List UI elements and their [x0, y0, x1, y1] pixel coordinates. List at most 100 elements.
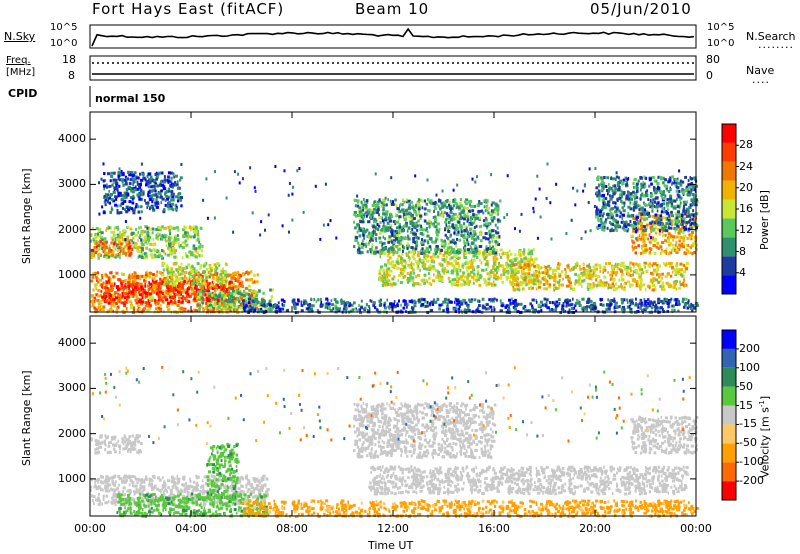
heatmap-cell	[281, 302, 283, 306]
heatmap-cell	[454, 297, 457, 301]
heatmap-cell	[424, 207, 427, 211]
heatmap-cell	[677, 272, 681, 275]
heatmap-cell	[659, 251, 662, 255]
heatmap-cell	[103, 237, 106, 241]
heatmap-cell	[413, 222, 417, 226]
heatmap-cell	[683, 275, 685, 279]
heatmap-cell	[171, 301, 176, 305]
heatmap-cell	[485, 205, 488, 209]
heatmap-cell	[213, 291, 216, 295]
heatmap-cell	[384, 283, 388, 287]
heatmap-cell	[435, 247, 439, 251]
heatmap-cell	[555, 286, 559, 290]
heatmap-cell	[121, 279, 125, 283]
heatmap-cell	[468, 260, 472, 264]
heatmap-cell	[185, 281, 188, 285]
heatmap-cell	[94, 233, 98, 236]
heatmap-cell	[369, 299, 371, 303]
heatmap-cell	[387, 198, 389, 202]
heatmap-cell	[449, 240, 452, 244]
heatmap-cell	[572, 266, 574, 270]
heatmap-cell	[157, 232, 159, 236]
heatmap-cell	[160, 255, 163, 258]
heatmap-cell	[365, 303, 368, 307]
heatmap-cell	[211, 293, 214, 297]
heatmap-cell	[156, 270, 158, 274]
heatmap-cell	[533, 278, 536, 282]
heatmap-cell	[658, 306, 662, 310]
heatmap-cell	[406, 271, 409, 275]
heatmap-cell	[476, 204, 480, 208]
heatmap-cell	[173, 226, 176, 230]
heatmap-cell	[160, 303, 162, 307]
heatmap-cell	[558, 286, 561, 290]
heatmap-cell	[107, 298, 111, 302]
heatmap-cell	[460, 283, 463, 287]
heatmap-cell	[426, 300, 429, 304]
heatmap-cell	[270, 298, 273, 302]
heatmap-cell	[488, 298, 492, 302]
heatmap-cell	[328, 306, 331, 310]
heatmap-cell	[434, 220, 437, 224]
heatmap-cell	[659, 306, 663, 310]
heatmap-cell	[119, 295, 121, 299]
heatmap-cell	[468, 280, 472, 283]
heatmap-cell	[695, 248, 698, 252]
heatmap-cell	[652, 277, 656, 281]
heatmap-cell	[375, 209, 378, 212]
heatmap-cell	[99, 305, 102, 309]
heatmap-cell	[677, 309, 680, 313]
heatmap-cell	[477, 299, 479, 303]
heatmap-cell	[446, 305, 449, 309]
heatmap-cell	[497, 242, 501, 246]
heatmap-cell	[134, 288, 137, 292]
heatmap-cell	[514, 258, 517, 262]
heatmap-cell	[415, 235, 417, 239]
heatmap-cell	[270, 295, 273, 299]
heatmap-cell	[114, 292, 117, 295]
heatmap-cell	[143, 238, 145, 242]
heatmap-cell	[466, 303, 470, 307]
heatmap-cell	[366, 206, 368, 210]
heatmap-cell	[197, 245, 201, 249]
heatmap-cell	[222, 283, 226, 287]
heatmap-cell	[404, 274, 407, 278]
heatmap-cell	[439, 207, 442, 211]
heatmap-cell	[450, 269, 455, 273]
heatmap-cell	[608, 300, 612, 304]
heatmap-cell	[360, 251, 364, 255]
heatmap-cell	[459, 275, 463, 279]
heatmap-cell	[161, 296, 165, 300]
heatmap-cell	[445, 307, 450, 311]
heatmap-cell	[463, 214, 466, 218]
heatmap-cell	[100, 290, 103, 293]
heatmap-cell	[405, 302, 408, 306]
heatmap-cell	[300, 301, 302, 305]
heatmap-cell	[498, 264, 502, 268]
heatmap-cell	[207, 299, 211, 303]
heatmap-cell	[613, 297, 616, 301]
heatmap-cell	[116, 285, 120, 289]
heatmap-cell	[402, 248, 405, 251]
heatmap-cell	[471, 209, 475, 213]
heatmap-cell	[382, 206, 385, 210]
heatmap-cell	[441, 244, 444, 248]
heatmap-cell	[136, 282, 138, 286]
heatmap-cell	[104, 286, 106, 289]
heatmap-cell	[107, 279, 110, 283]
heatmap-cell	[210, 300, 213, 304]
heatmap-cell	[374, 233, 378, 236]
heatmap-cell	[508, 308, 511, 311]
heatmap-cell	[690, 237, 693, 241]
heatmap-cell	[187, 272, 191, 276]
heatmap-cell	[125, 235, 129, 239]
heatmap-cell	[464, 225, 467, 229]
heatmap-cell	[648, 233, 650, 237]
heatmap-cell	[683, 234, 687, 238]
heatmap-cell	[553, 302, 557, 306]
heatmap-cell	[531, 304, 534, 308]
heatmap-cell	[408, 259, 411, 263]
heatmap-cell	[502, 251, 506, 255]
heatmap-cell	[679, 262, 683, 266]
heatmap-cell	[192, 227, 196, 231]
